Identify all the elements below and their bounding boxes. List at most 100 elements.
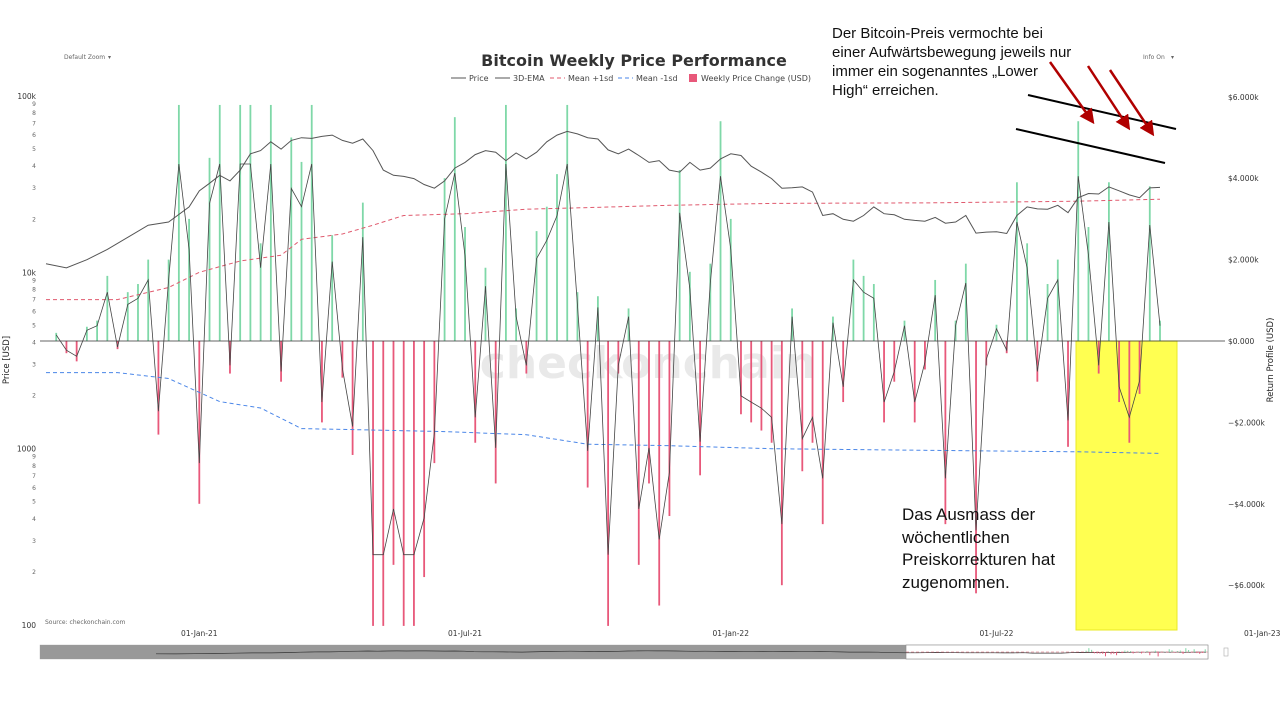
bar-positive [934,279,937,341]
bar-negative [648,341,650,484]
legend-mean-minus[interactable]: Mean -1sd [636,74,678,83]
source-label: Source: checkonchain.com [45,619,125,626]
bar-positive [218,104,221,341]
bar-negative [423,341,426,578]
navigator-bar [1088,648,1090,652]
bar-negative [116,341,119,350]
bar-positive [188,218,190,341]
navigator-bar [1177,651,1179,652]
bar-negative [351,341,354,455]
navigator-bar [1188,650,1190,652]
legend-ema[interactable]: 3D-EMA [513,74,545,83]
bar-negative [893,341,896,382]
bar-negative [607,341,610,626]
bar-positive [688,271,691,341]
y-left-major-tick: 1000 [17,445,36,454]
bar-negative [1138,341,1141,394]
navigator-bar [1185,648,1187,652]
bar-positive [556,174,558,341]
bar-positive [1159,320,1161,341]
info-toggle-dropdown[interactable]: Info On [1143,54,1165,61]
navigator-bar [1085,650,1087,652]
bar-negative [321,341,323,423]
price-line [45,130,1161,269]
chevron-down-icon[interactable]: ▾ [108,54,111,61]
y-left-minor-tick: 2 [32,393,36,400]
bar-negative [494,341,497,484]
navigator-bar [1127,650,1129,652]
bar-positive [505,104,507,341]
bar-positive [106,275,109,341]
bar-negative [811,341,814,443]
bar-negative [760,341,763,431]
bar-positive [1016,182,1018,341]
bar-positive [1026,243,1029,341]
bar-positive [239,104,242,341]
bar-positive [361,202,364,341]
navigator-bar [1110,652,1112,655]
bar-negative [433,341,436,464]
legend-weekly-change-swatch [689,74,697,82]
navigator-bar [1135,652,1137,653]
y-left-minor-tick: 3 [32,185,36,192]
chart-title: Bitcoin Weekly Price Performance [481,51,787,70]
y-right-tick: $6.000k [1228,93,1259,102]
bar-negative [637,341,640,565]
y-left-minor-tick: 9 [32,101,36,108]
bar-positive [1148,186,1151,341]
y-right-tick: $4.000k [1228,174,1259,183]
bar-positive [126,292,129,341]
navigator-bar [1102,652,1104,654]
navigator-bar [1154,650,1156,652]
navigator-bar [1171,650,1173,652]
legend-weekly-change[interactable]: Weekly Price Change (USD) [701,74,811,83]
navigator-bar [1149,652,1151,656]
bar-negative [474,341,477,443]
bar-positive [249,104,252,341]
navigator-bars [1085,648,1209,657]
bar-negative [842,341,845,403]
bar-negative [944,341,947,525]
navigator-bar [1199,652,1201,654]
navigator-bar [1129,651,1131,652]
bar-positive [719,121,722,341]
bar-negative [780,341,783,586]
bar-positive [137,284,139,341]
bar-negative [668,341,671,517]
bar-positive [903,320,906,341]
y-left-minor-tick: 4 [32,340,36,347]
legend-price[interactable]: Price [469,74,489,83]
y-left-minor-tick: 7 [32,297,36,304]
bar-positive [484,267,487,341]
y-left-minor-tick: 2 [32,569,36,576]
bar-negative [392,341,395,565]
legend-mean-plus[interactable]: Mean +1sd [568,74,613,83]
y-right-tick: −$6.000k [1228,581,1266,590]
navigator-handle[interactable] [1223,647,1229,657]
y-left-minor-tick: 5 [32,499,36,506]
chevron-down-icon[interactable]: ▾ [1171,54,1174,61]
navigator-bar [1093,652,1095,654]
bar-negative [699,341,701,476]
bar-positive [443,178,446,341]
y-left-minor-tick: 2 [32,216,36,223]
range-navigator[interactable] [39,644,1229,660]
legend: Price 3D-EMA Mean +1sd Mean -1sd Weekly … [451,74,811,83]
navigator-bar [1204,649,1206,652]
y-axis-right-label: Return Profile (USD) [1266,318,1276,403]
bar-negative [1118,341,1121,403]
y-left-major-tick: 100 [22,621,37,630]
default-zoom-dropdown[interactable]: Default Zoom [64,54,105,61]
x-tick: 01-Jan-22 [713,629,750,638]
y-left-minor-tick: 3 [32,362,36,369]
bar-negative [617,341,620,374]
bar-positive [1107,182,1110,341]
bar-positive [147,259,150,341]
y-left-minor-tick: 7 [32,473,36,480]
axes: 100k 10k 1000 100 2 3 4 5 6 7 8 9 2 3 4 5 6 7 8 9 2 3 4 5 6 7 8 9 $6… [17,92,1280,638]
bar-negative [586,341,589,488]
navigator-bar [1157,652,1159,657]
y-right-tick: $2.000k [1228,256,1259,265]
bar-positive [331,235,334,341]
navigator-bar [1179,650,1181,652]
